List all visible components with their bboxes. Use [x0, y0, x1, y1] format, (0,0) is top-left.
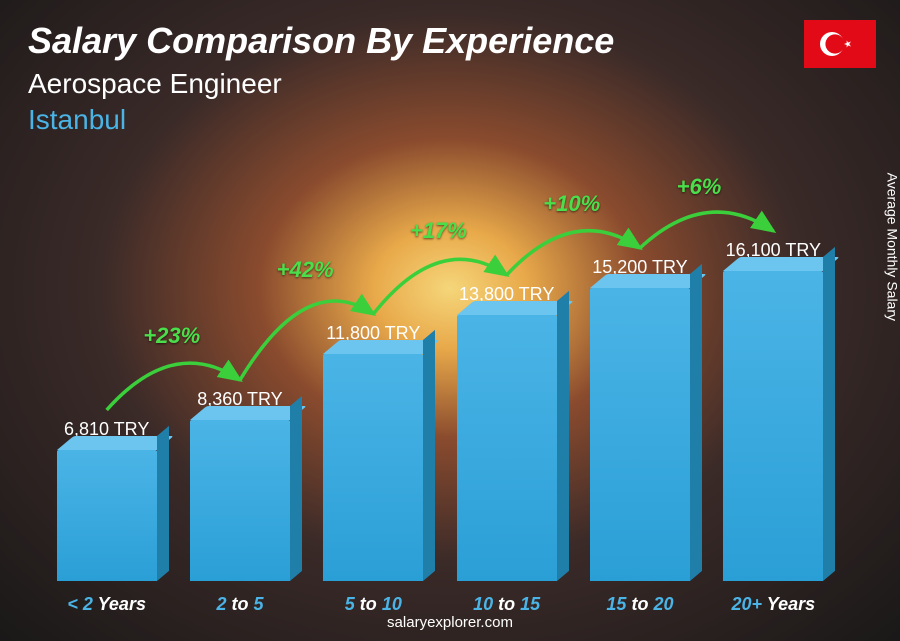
subtitle: Aerospace Engineer: [28, 68, 614, 100]
bar-x-label: 10 to 15: [473, 594, 540, 615]
pct-change-label: +10%: [543, 191, 600, 217]
header: Salary Comparison By Experience Aerospac…: [28, 20, 614, 136]
page-title: Salary Comparison By Experience: [28, 20, 614, 62]
bar-x-label: 2 to 5: [216, 594, 263, 615]
bar-x-label: 5 to 10: [345, 594, 402, 615]
bar: [57, 450, 157, 581]
bar-x-label: 20+ Years: [731, 594, 815, 615]
bar-group: 6,810 TRY< 2 Years: [48, 419, 165, 581]
pct-change-label: +23%: [143, 323, 200, 349]
pct-change-label: +17%: [410, 218, 467, 244]
pct-change-label: +6%: [677, 174, 722, 200]
bar: [323, 354, 423, 581]
bar-group: 13,800 TRY10 to 15: [448, 284, 565, 581]
bar-group: 8,360 TRY2 to 5: [181, 389, 298, 581]
y-axis-label: Average Monthly Salary: [884, 172, 900, 320]
bar: [590, 288, 690, 581]
bar-group: 11,800 TRY5 to 10: [315, 323, 432, 581]
bar: [457, 315, 557, 581]
pct-change-label: +42%: [277, 257, 334, 283]
bar-x-label: < 2 Years: [67, 594, 146, 615]
bar-group: 16,100 TRY20+ Years: [715, 240, 832, 581]
turkey-flag-icon: [804, 20, 876, 68]
bar-x-label: 15 to 20: [606, 594, 673, 615]
location: Istanbul: [28, 104, 614, 136]
bar: [190, 420, 290, 581]
footer-attribution: salaryexplorer.com: [387, 614, 513, 631]
bar: [723, 271, 823, 581]
flag-turkey: [804, 20, 876, 68]
bar-group: 15,200 TRY15 to 20: [581, 257, 698, 581]
